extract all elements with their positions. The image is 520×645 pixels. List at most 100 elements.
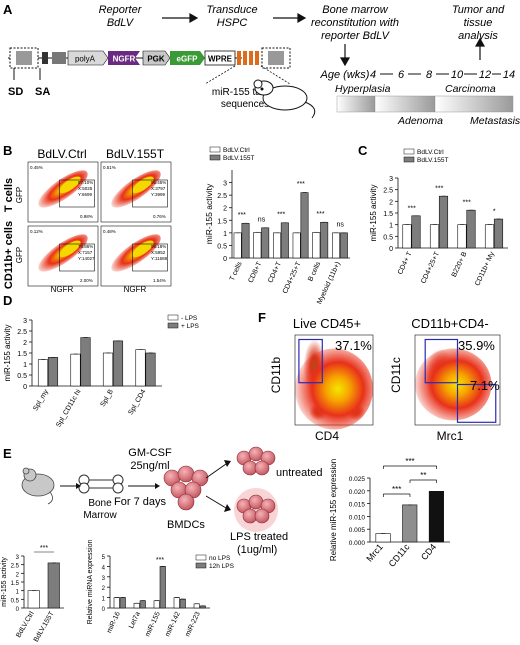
bar [37,359,49,387]
vector-pgk-label: PGK [147,55,165,64]
y-tick-label: 1 [16,590,20,596]
bar [179,598,186,609]
panel-label-c: C [358,143,368,158]
age-tick: 12 [479,69,491,81]
x-tick-label: Let7a [128,611,142,630]
panel-e-diagram [21,446,278,532]
significance-mark: *** [316,211,324,218]
flow-stat: 1.54% [153,278,166,283]
y-axis-label: miR-155 activity [3,325,12,382]
flow-density [415,348,492,421]
y-tick-label: 1.5 [217,218,227,225]
legend-label: - LPS [181,315,198,322]
days-label: For 7 days [114,496,166,508]
x-tick-label: B220+ B [451,251,469,279]
y-tick-label: 1.5 [11,581,20,587]
flow-plots-f [294,334,501,430]
chart-e-mir155-activity-bmdc: 0 0.5 1 1.5 2 2.5 3 miR-155 activity BdLV.CtrlBd… [1,545,64,643]
flow-stat: 0.98% [80,214,93,219]
x-tick-label: CD11c [387,541,412,568]
legend-swatch [209,146,221,153]
x-tick-label: CD8+T [248,260,264,284]
legend-swatch [167,314,179,321]
age-axis-label: Age (wks) [320,69,370,81]
bone-marrow-line1: Bone [88,498,112,509]
step-bm-line3: reporter BdLV [321,30,391,42]
flow-gate [132,179,168,208]
bar [484,224,495,249]
flow-gate [456,383,497,423]
lps-treated-line1: LPS treated [230,531,288,543]
x-tick-label: CD4+T [267,260,283,284]
stage-metastasis: Metastasis [470,115,520,127]
flow-f1-y-label: CD11b [269,356,283,393]
bmdc-cluster-icon [163,465,209,511]
bmdcs-label: BMDCs [167,519,205,531]
flow-f-gate3-pct: 7.1% [470,378,500,393]
significance-mark: *** [297,181,305,188]
bar [402,224,412,249]
legend-swatch [167,322,179,329]
bar [457,224,467,249]
bone-icon [78,474,124,494]
bar [70,353,81,387]
flow-f2-x-label: Mrc1 [437,429,464,443]
lps-cells-icon [236,494,276,524]
vector-egfp [170,51,205,65]
flow-col-title-ctrl: BdLV.Ctrl [37,147,86,161]
vector-ngfr-label: NGFR [113,55,136,64]
y-axis-label: Relative miRNA expression [87,539,94,624]
significance-mark: *** [435,186,443,193]
y-tick-label: 1 [223,231,227,238]
x-tick-label: Spl_B [100,388,116,408]
significance-mark: *** [392,485,401,494]
stage-adenoma: Adenoma [397,115,443,127]
bar [133,603,140,609]
panel-label-f: F [258,310,266,325]
legend-swatch [195,562,207,569]
bar [428,491,444,543]
chart-b-mir155-activity: 0 0.5 1 1.5 2 2.5 3 miR-155 activity *** T cells n… [204,146,350,306]
panel-a: Reporter BdLV Transduce HSPC Bone marrow… [99,4,505,42]
y-tick-label: 0.020 [349,489,366,496]
y-tick-label: 0.025 [349,476,366,483]
legend-label: BdLV.155T [417,157,448,164]
significance-mark: *** [238,212,246,219]
y-tick-label: 3 [102,576,106,582]
x-tick-label: CD4+25+T [282,260,303,295]
age-tick: 4 [370,69,376,81]
legend-label: BdLV.Ctrl [223,147,250,154]
flow-stat: 0.51% [103,165,116,170]
bar [331,232,340,259]
x-tick-label: miR-223 [184,611,202,638]
bar [280,222,289,259]
flow-density [132,240,154,258]
legend-swatch [403,156,415,163]
bar [173,597,180,609]
flow-stat: 0.48% [103,229,116,234]
flow-density [59,240,81,258]
flow-plots-b: 0.45%97.10%X:5025Y:66990.98%0.51%95.45%X… [27,161,172,287]
bar [339,232,348,259]
flow-gate [59,243,95,272]
bar [47,562,60,609]
vector-construct: polyA NGFR PGK eGFP WPRE [8,47,291,85]
y-tick-label: 2 [389,199,393,206]
flow-stat: X:3797 [151,186,166,191]
target-label-line1: miR-155 target [212,87,278,98]
bar [253,232,262,259]
vector-sd-label: SD [8,86,23,98]
legend-label: BdLV.Ctrl [417,149,444,156]
legend-swatch [195,554,207,561]
flow-f2-title: CD11b+CD4- [411,316,488,331]
step-transduce-line2: HSPC [217,17,248,29]
lps-treated-line2: (1ug/ml) [237,544,277,556]
flow-x-axis-label: NGFR [124,285,147,294]
y-tick-label: 4 [102,565,106,571]
x-tick-label: CD11b+ My [474,250,496,287]
bar [429,224,440,249]
significance-mark: *** [405,457,414,466]
y-tick-label: 2.5 [217,193,227,200]
flow-row-title-cd11b: CD11b+ cells [3,221,15,289]
age-tick: 8 [426,69,433,81]
